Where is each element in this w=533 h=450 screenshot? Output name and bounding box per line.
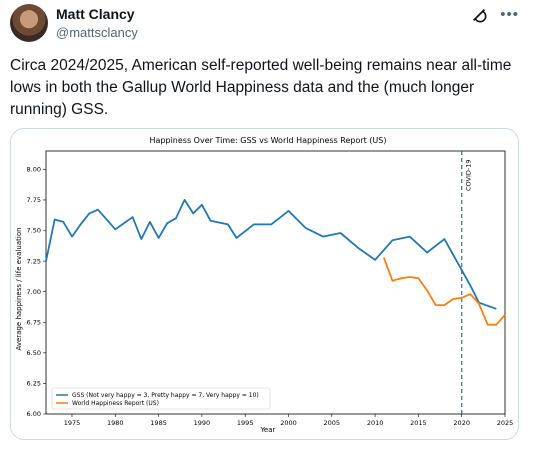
gss-series-line: [45, 199, 497, 310]
x-tick-label: 2005: [324, 419, 341, 427]
x-tick-label: 1975: [64, 419, 81, 427]
y-tick-label: 7.00: [27, 288, 41, 296]
grok-icon[interactable]: [470, 6, 488, 24]
y-tick-label: 6.50: [27, 349, 41, 357]
legend-label: GSS (Not very happy = 3, Pretty happy = …: [72, 392, 259, 399]
chart-title: Happiness Over Time: GSS vs World Happin…: [150, 136, 387, 145]
x-axis-label: Year: [260, 426, 276, 434]
y-tick-label: 8.00: [27, 166, 41, 174]
x-tick-label: 2010: [367, 419, 384, 427]
y-tick-label: 6.25: [27, 380, 41, 388]
x-tick-label: 1995: [237, 419, 254, 427]
author-handle[interactable]: @mattsclancy: [56, 24, 138, 40]
x-tick-label: 2015: [410, 419, 427, 427]
chart-canvas: Happiness Over Time: GSS vs World Happin…: [15, 136, 514, 434]
y-tick-label: 6.75: [27, 318, 41, 326]
y-tick-label: 7.25: [27, 257, 41, 265]
tick-labels: 1975 1980 1985 1990 1995 2000 2005 2010 2015 2020…: [27, 166, 514, 427]
plot-frame: [45, 150, 506, 415]
y-tick-label: 6.00: [27, 410, 41, 418]
y-tick-label: 7.75: [27, 196, 41, 204]
author-block: Matt Clancy @mattsclancy: [56, 6, 138, 40]
avatar[interactable]: [10, 4, 48, 42]
y-axis-label: Average happiness / life evaluation: [15, 227, 23, 350]
x-tick-label: 2025: [497, 419, 514, 427]
x-tick-label: 1985: [150, 419, 167, 427]
tweet-media-chart[interactable]: Happiness Over Time: GSS vs World Happin…: [10, 128, 519, 440]
legend: GSS (Not very happy = 3, Pretty happy = …: [51, 387, 271, 410]
x-tick-label: 2020: [453, 419, 470, 427]
series: [45, 199, 506, 326]
more-icon[interactable]: •••: [500, 6, 519, 23]
y-tick-label: 7.50: [27, 227, 41, 235]
x-tick-label: 1990: [194, 419, 211, 427]
legend-box: [51, 387, 271, 410]
tweet-actions: •••: [470, 6, 519, 24]
x-tick-label: 2000: [280, 419, 297, 427]
covid-label: COVID-19: [465, 159, 473, 191]
author-name[interactable]: Matt Clancy: [56, 6, 135, 22]
x-tick-label: 1980: [107, 419, 124, 427]
covid-annotation: COVID-19: [461, 151, 473, 414]
axes: [45, 150, 506, 415]
tweet-text: Circa 2024/2025, American self-reported …: [10, 57, 512, 118]
whr-series-line: [382, 257, 506, 326]
legend-label: World Happiness Report (US): [72, 400, 159, 407]
